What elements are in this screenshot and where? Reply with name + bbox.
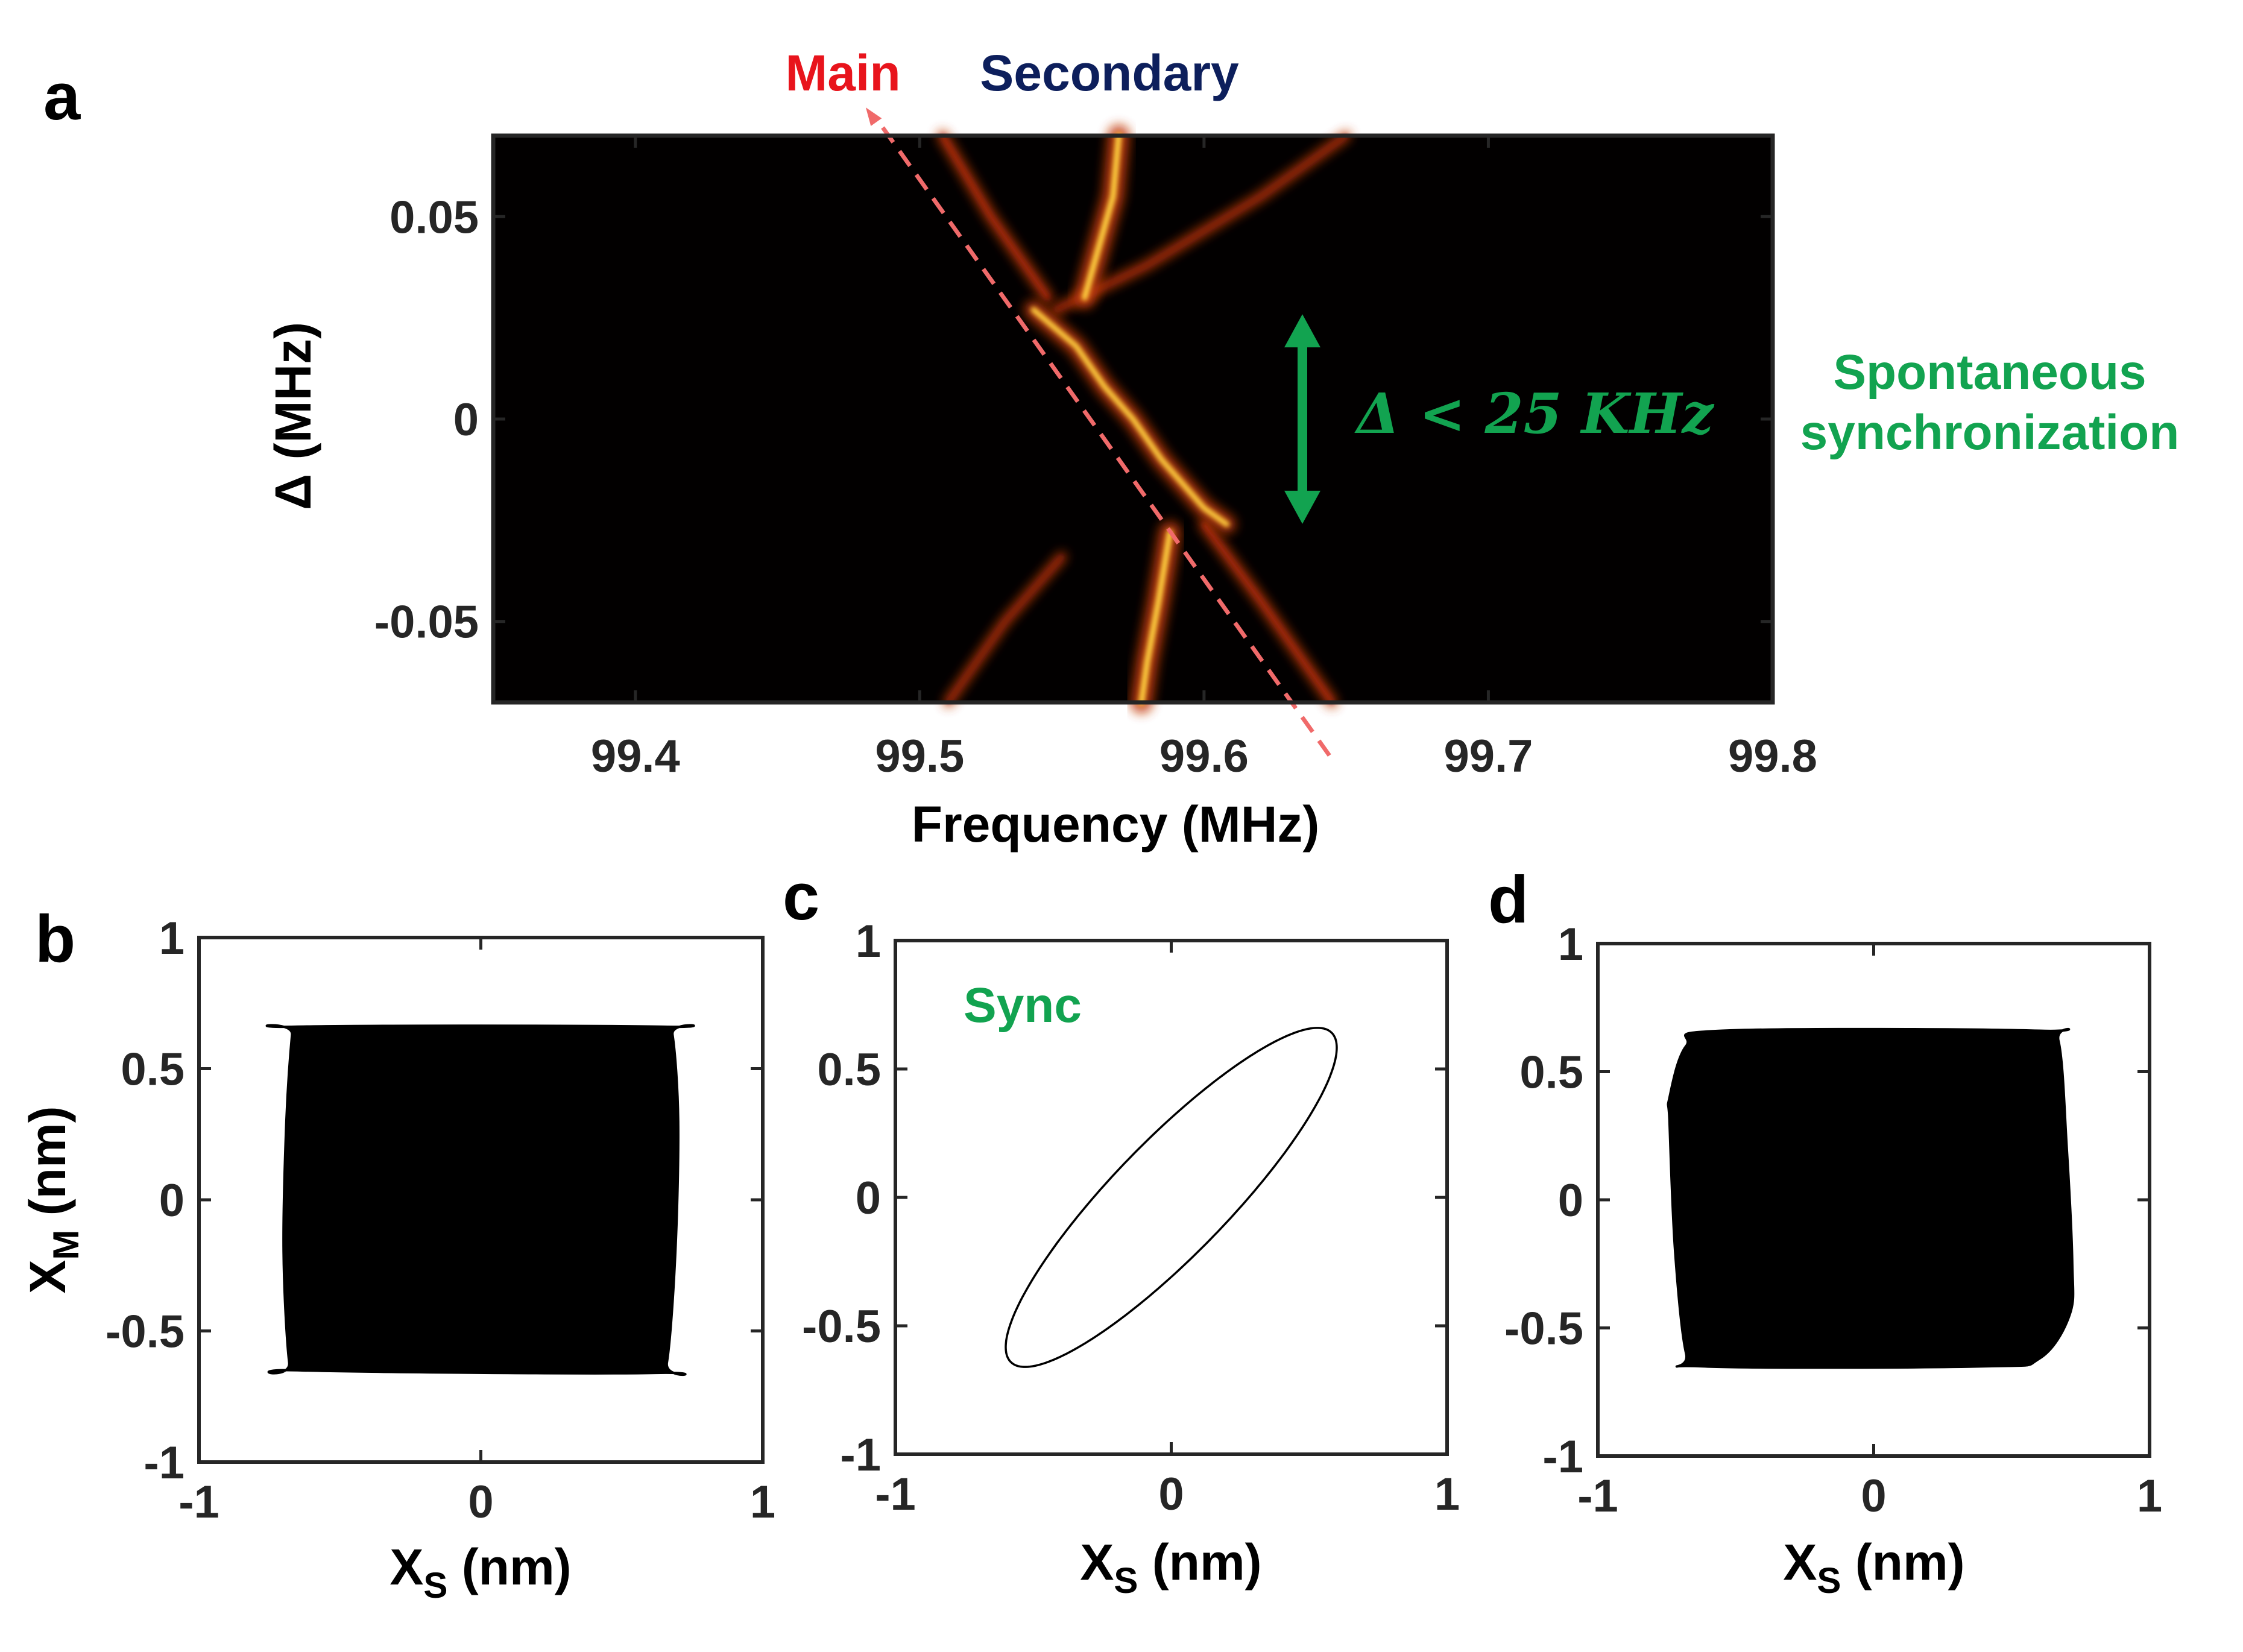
sideband-upper-right-core	[1055, 134, 1348, 311]
phase-portrait-d	[1667, 1027, 2075, 1369]
panel-d: d -1 0 1 1 0.5 0 -0.5 -1 XS (nm)	[1488, 863, 2162, 1601]
sync-range-arrow	[1284, 314, 1320, 524]
a-xtick-label-2: 99.6	[1159, 731, 1249, 782]
b-ytick-label-2: 0	[159, 1175, 185, 1226]
a-xtick-label-4: 99.8	[1728, 731, 1817, 782]
panel-b: b -1 0 1 1 0.5 0 -0.5 -1 XS (nm) XM (nm)	[19, 902, 775, 1606]
legend-main-label: Main	[785, 45, 900, 101]
b-ytick-label-1: 0.5	[121, 1044, 185, 1096]
sideband-lower-left-core	[947, 555, 1064, 704]
b-ytick-label-0: 1	[159, 913, 185, 964]
panel-c: c -1 0 1 1 0.5 0 -0.5 -1 Sync XS (nm)	[783, 860, 1460, 1601]
a-xtick-label-0: 99.4	[591, 731, 680, 782]
b-ytick-label-3: -0.5	[106, 1307, 185, 1358]
a-xtick-label-3: 99.7	[1443, 731, 1533, 782]
a-xtick-label-1: 99.5	[875, 731, 964, 782]
main-reference-arrowhead	[865, 107, 882, 126]
b-xtick-label-1: 0	[468, 1477, 493, 1528]
heatmap-ticks: 99.4 99.5 99.6 99.7 99.8 0.05 0 -0.05	[374, 136, 1817, 782]
ticks-c: -1 0 1 1 0.5 0 -0.5 -1	[802, 916, 1460, 1520]
sync-ellipse-trajectory	[1005, 1027, 1338, 1368]
d-xtick-label-0: -1	[1577, 1471, 1618, 1522]
sideband-upper-left-core	[941, 134, 1049, 300]
y-axis-title-b: XM (nm)	[19, 1106, 86, 1293]
c-ytick-label-4: -1	[840, 1430, 881, 1481]
legend-secondary-label: Secondary	[980, 45, 1239, 101]
a-ytick-label-1: 0	[453, 394, 479, 446]
phase-portrait-c	[1005, 1027, 1338, 1368]
d-ytick-label-2: 0	[1558, 1175, 1583, 1226]
d-ytick-label-1: 0.5	[1519, 1047, 1583, 1099]
c-xtick-label-1: 0	[1158, 1469, 1184, 1520]
x-axis-title-b: XS (nm)	[390, 1539, 571, 1606]
heatmap-ridges	[937, 125, 1351, 713]
c-xtick-label-0: -1	[875, 1469, 916, 1520]
d-ytick-label-0: 1	[1558, 919, 1583, 970]
sync-range-arrowhead-down	[1284, 490, 1320, 524]
panel-a: a Main Secondary 99.4 99.5 99.6 99.7 99.8 0.0…	[43, 45, 2179, 853]
secondary-ridge-upper-core	[1081, 133, 1122, 301]
ticks-d: -1 0 1 1 0.5 0 -0.5 -1	[1504, 919, 2162, 1522]
d-ytick-label-4: -1	[1542, 1431, 1583, 1483]
c-ytick-label-3: -0.5	[802, 1301, 881, 1352]
b-ytick-label-4: -1	[144, 1437, 185, 1489]
d-xtick-label-1: 0	[1861, 1471, 1886, 1522]
main-reference-dashed-line	[881, 126, 1334, 761]
secondary-ridge-lower-core	[1138, 529, 1173, 705]
filled-trajectory-b	[265, 1024, 695, 1376]
c-ytick-label-0: 1	[856, 916, 881, 967]
panel-letter-b: b	[35, 902, 75, 976]
x-axis-title-a: Frequency (MHz)	[912, 796, 1320, 853]
sync-annotation: Sync	[964, 978, 1082, 1033]
x-axis-title-c: XS (nm)	[1080, 1534, 1261, 1601]
c-xtick-label-2: 1	[1434, 1469, 1460, 1520]
filled-trajectory-d	[1667, 1027, 2075, 1369]
x-axis-title-d: XS (nm)	[1783, 1534, 1964, 1601]
main-reference-line	[865, 107, 1334, 761]
side-note-line-1: Spontaneous	[1833, 345, 2146, 400]
panel-letter-a: a	[43, 60, 81, 134]
panel-letter-d: d	[1488, 863, 1528, 937]
c-ytick-label-1: 0.5	[817, 1044, 881, 1096]
a-ytick-label-0: 0.05	[390, 192, 479, 243]
y-axis-title-a: Δ (MHz)	[265, 322, 321, 510]
b-xtick-label-0: -1	[178, 1477, 219, 1528]
panel-letter-c: c	[783, 860, 819, 934]
d-xtick-label-2: 1	[2137, 1471, 2162, 1522]
phase-portrait-b	[265, 1024, 695, 1376]
b-xtick-label-2: 1	[750, 1477, 775, 1528]
sync-range-annotation: Δ < 25 KHz	[1354, 381, 1714, 446]
ticks-b: -1 0 1 1 0.5 0 -0.5 -1	[106, 913, 775, 1528]
side-note-line-2: synchronization	[1800, 405, 2180, 460]
sideband-lower-right-core	[1202, 523, 1334, 704]
a-ytick-label-2: -0.05	[374, 597, 479, 648]
synchronized-ridge-core	[1030, 307, 1230, 528]
d-ytick-label-3: -0.5	[1504, 1304, 1583, 1355]
c-ytick-label-2: 0	[856, 1173, 881, 1224]
sync-range-arrowhead-up	[1284, 314, 1320, 348]
